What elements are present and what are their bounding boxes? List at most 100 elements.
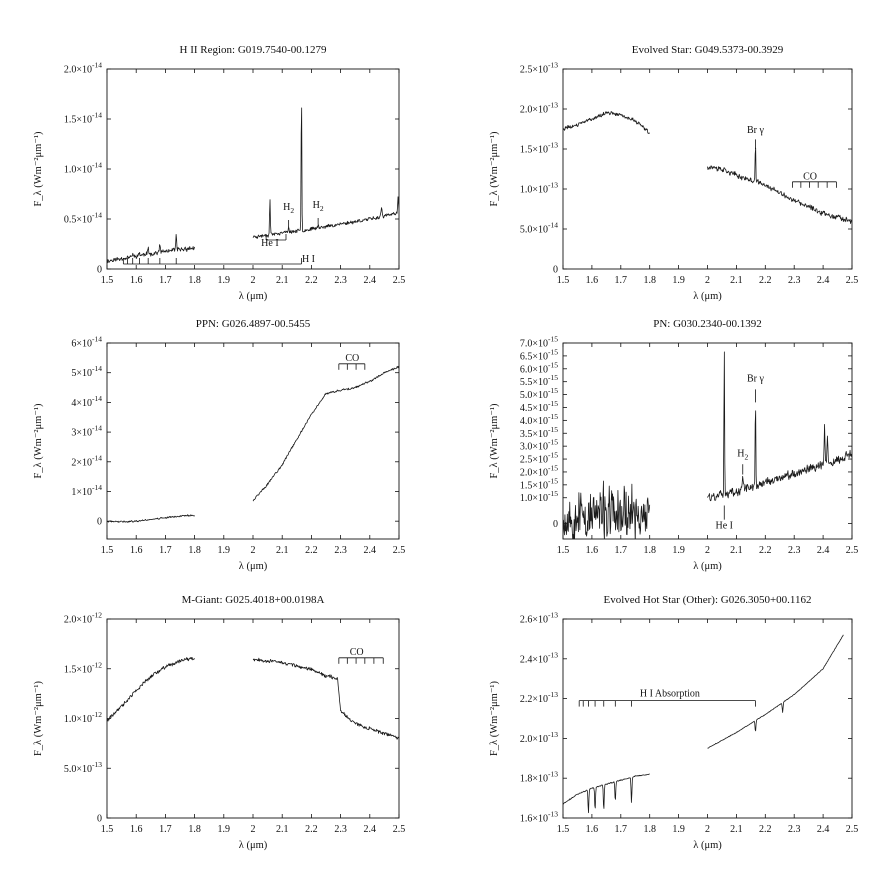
y-tick-exponent: -14 <box>92 61 102 70</box>
chart-title: Evolved Hot Star (Other): G026.3050+00.1… <box>603 594 811 606</box>
x-tick-label: 2.5 <box>846 824 859 835</box>
y-tick-exponent: -14 <box>92 161 102 170</box>
y-axis-label: F_λ (Wm⁻²μm⁻¹) <box>489 680 500 756</box>
y-tick-mantissa: 1.5×10 <box>64 664 92 675</box>
y-tick-label: 4×10-14 <box>71 394 102 409</box>
x-tick-label: 1.8 <box>188 545 201 556</box>
y-tick-label: 1.0×10-15 <box>520 489 558 504</box>
y-tick-label: 4.0×10-15 <box>520 412 558 427</box>
y-tick-mantissa: 1.0×10 <box>64 714 92 725</box>
x-tick-label: 1.8 <box>643 824 656 835</box>
series-group <box>563 634 844 814</box>
y-tick-exponent: -15 <box>548 373 558 382</box>
y-tick-exponent: -13 <box>548 141 558 150</box>
y-tick-label: 5.0×10-13 <box>64 760 102 775</box>
y-tick-label: 0 <box>553 265 558 276</box>
x-tick-label: 2.5 <box>393 545 406 556</box>
y-tick-exponent: -14 <box>92 111 102 120</box>
x-tick-label: 1.6 <box>130 275 143 286</box>
x-tick-label: 2.4 <box>364 275 377 286</box>
series-line-H-band <box>107 657 195 722</box>
x-tick-label: 2 <box>251 545 256 556</box>
x-axis-label: λ (μm) <box>693 840 722 851</box>
y-tick-mantissa: 6.0×10 <box>520 364 548 375</box>
y-tick-exponent: -13 <box>548 101 558 110</box>
y-tick-exponent: -15 <box>548 347 558 356</box>
x-tick-label: 1.9 <box>218 275 231 286</box>
x-tick-label: 1.8 <box>643 275 656 286</box>
y-tick-mantissa: 2.2×10 <box>520 694 548 705</box>
x-tick-label: 1.5 <box>557 824 570 835</box>
x-tick-label: 2.5 <box>846 545 859 556</box>
x-tick-label: 1.6 <box>586 824 599 835</box>
annotation-subscript: 2 <box>745 452 749 461</box>
y-tick-label: 2.0×10-12 <box>64 611 102 626</box>
x-tick-label: 1.5 <box>101 275 114 286</box>
x-tick-label: 2.1 <box>276 545 289 556</box>
y-tick-mantissa: 0 <box>97 265 102 276</box>
y-tick-label: 0 <box>97 265 102 276</box>
y-tick-label: 1.6×10-13 <box>520 810 558 825</box>
y-tick-exponent: -15 <box>548 412 558 421</box>
y-tick-mantissa: 0 <box>553 519 558 530</box>
annotation-text: H <box>313 200 320 211</box>
x-tick-label: 2.5 <box>846 275 859 286</box>
x-axis-label: λ (μm) <box>239 840 268 851</box>
x-tick-label: 2 <box>705 545 710 556</box>
annotation-label: CO <box>803 171 817 182</box>
annotation-label: CO <box>345 353 359 364</box>
x-tick-label: 2 <box>705 824 710 835</box>
y-tick-exponent: -14 <box>92 453 102 462</box>
y-tick-mantissa: 3×10 <box>71 428 92 439</box>
y-tick-mantissa: 1.6×10 <box>520 814 548 825</box>
y-tick-exponent: -15 <box>548 386 558 395</box>
x-tick-label: 1.5 <box>101 545 114 556</box>
x-tick-label: 1.7 <box>159 824 172 835</box>
y-tick-label: 0 <box>97 517 102 528</box>
x-tick-label: 2.3 <box>334 275 347 286</box>
x-tick-label: 2.1 <box>276 275 289 286</box>
x-tick-label: 2 <box>251 275 256 286</box>
y-tick-mantissa: 1.0×10 <box>520 493 548 504</box>
annotation-label: He I <box>716 521 734 532</box>
x-tick-label: 1.5 <box>557 275 570 286</box>
y-tick-label: 1.0×10-12 <box>64 710 102 725</box>
y-tick-label: 1.5×10-14 <box>64 111 102 126</box>
x-tick-label: 2.4 <box>364 824 377 835</box>
y-tick-exponent: -15 <box>548 425 558 434</box>
x-axis-label: λ (μm) <box>239 561 268 572</box>
x-tick-label: 2.3 <box>788 545 801 556</box>
x-tick-label: 1.9 <box>672 824 685 835</box>
y-tick-mantissa: 2.4×10 <box>520 654 548 665</box>
y-tick-label: 2.0×10-13 <box>520 730 558 745</box>
y-tick-exponent: -15 <box>548 399 558 408</box>
plot-frame <box>562 618 853 819</box>
y-tick-exponent: -13 <box>548 810 558 819</box>
annotation-label: H2 <box>283 202 294 215</box>
y-tick-mantissa: 7.0×10 <box>520 339 548 350</box>
y-tick-mantissa: 1×10 <box>71 487 92 498</box>
y-tick-mantissa: 1.5×10 <box>520 145 548 156</box>
annotation-text: CO <box>350 647 364 658</box>
x-tick-label: 1.9 <box>218 824 231 835</box>
x-tick-label: 2.4 <box>817 545 830 556</box>
y-axis-label: F_λ (Wm⁻²μm⁻¹) <box>489 403 500 479</box>
y-tick-label: 2.4×10-13 <box>520 650 558 665</box>
x-tick-label: 2.3 <box>334 545 347 556</box>
y-tick-mantissa: 2.5×10 <box>520 455 548 466</box>
annotation-label: H2 <box>313 200 324 213</box>
x-tick-label: 2.1 <box>730 545 743 556</box>
x-tick-label: 1.8 <box>643 545 656 556</box>
y-tick-label: 7.0×10-15 <box>520 335 558 350</box>
x-tick-label: 2.5 <box>393 824 406 835</box>
y-tick-label: 5.5×10-15 <box>520 373 558 388</box>
chart-title: M-Giant: G025.4018+00.0198A <box>182 594 325 606</box>
y-axis-label: F_λ (Wm⁻²μm⁻¹) <box>489 131 500 207</box>
x-tick-label: 1.6 <box>130 545 143 556</box>
annotation-text: He I <box>261 238 279 249</box>
y-tick-label: 5×10-14 <box>71 364 102 379</box>
y-tick-mantissa: 6×10 <box>71 339 92 350</box>
y-tick-mantissa: 0.5×10 <box>64 215 92 226</box>
y-tick-label: 5.0×10-14 <box>520 221 558 236</box>
y-tick-label: 5.0×10-15 <box>520 386 558 401</box>
